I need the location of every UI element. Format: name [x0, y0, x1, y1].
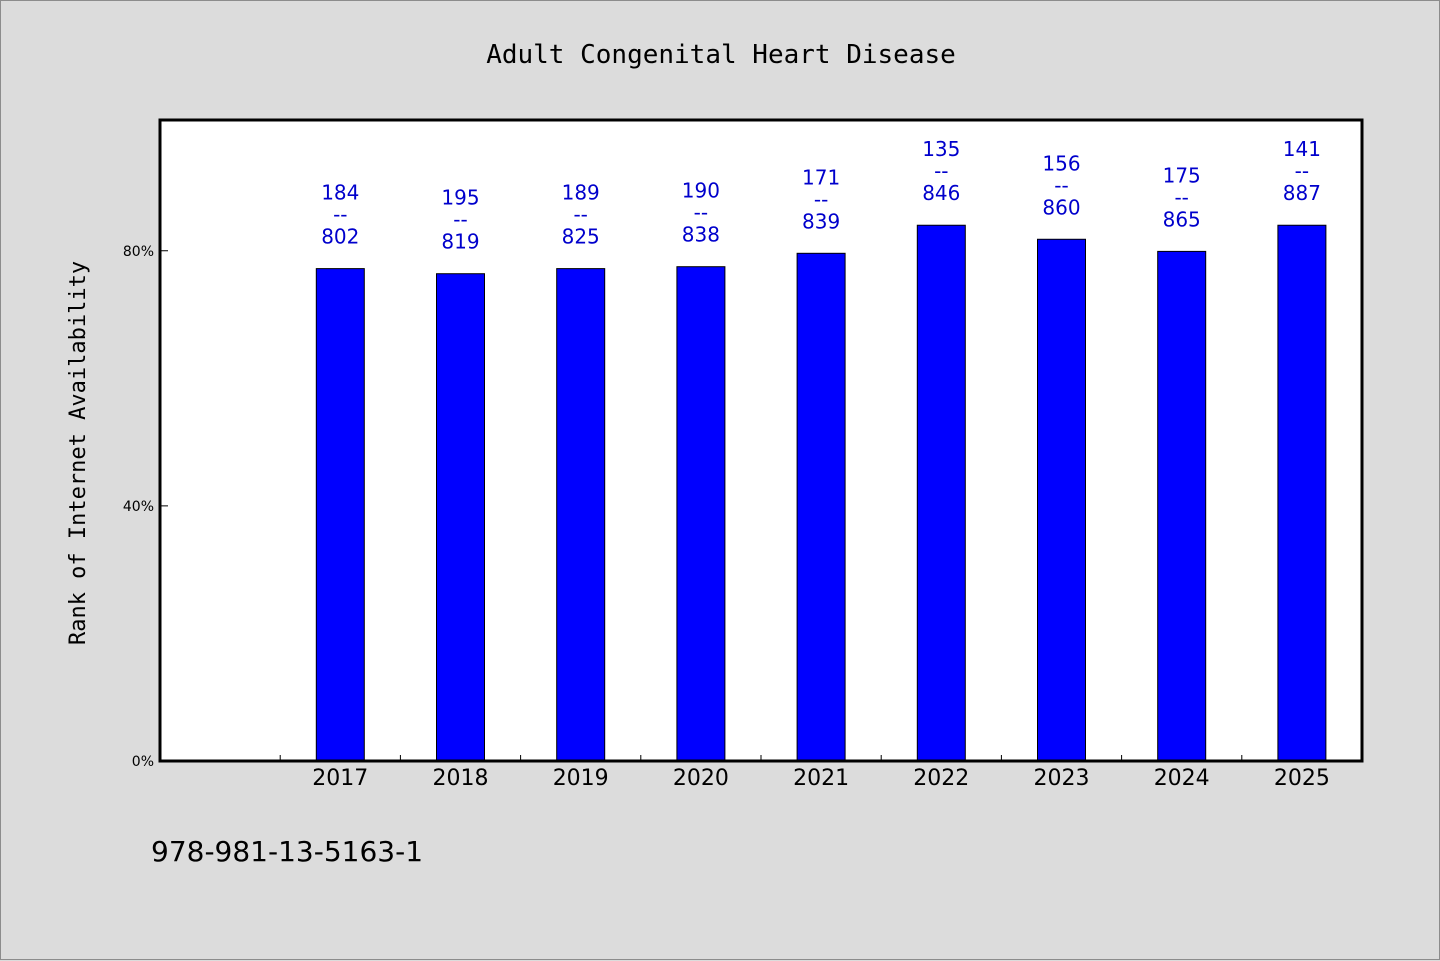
x-tick-label: 2018 [433, 766, 489, 791]
data-label-bottom: 860 [1042, 195, 1080, 219]
bar [1037, 238, 1086, 762]
plot-border [158, 118, 1364, 763]
data-label-bottom: 802 [321, 225, 359, 249]
data-label-separator: -- [1174, 185, 1188, 209]
data-label-separator: -- [1054, 173, 1068, 197]
y-tick-label: 40% [123, 499, 154, 515]
x-tick-label: 2022 [913, 766, 969, 791]
data-label-bottom: 865 [1163, 207, 1201, 231]
x-tick-label: 2020 [673, 766, 729, 791]
data-label-top: 195 [441, 186, 479, 210]
data-label-top: 141 [1283, 137, 1321, 161]
data-label-top: 175 [1163, 163, 1201, 187]
bar [916, 224, 966, 762]
bar [556, 268, 606, 762]
data-label-top: 156 [1042, 151, 1080, 175]
data-label-bottom: 846 [922, 181, 960, 205]
y-tick-label: 0% [132, 754, 154, 770]
x-tick-label: 2023 [1034, 766, 1090, 791]
data-label-separator: -- [814, 187, 828, 211]
bar [315, 268, 365, 762]
x-tick-label: 2019 [553, 766, 609, 791]
y-axis-label: Rank of Internet Availability [66, 261, 91, 645]
data-label-bottom: 825 [562, 225, 600, 249]
data-label-top: 189 [562, 181, 600, 205]
data-label-separator: -- [333, 203, 347, 227]
data-labels-layer: 184--802195--819189--825190--838171--839… [321, 137, 1321, 253]
bar [1157, 250, 1207, 762]
data-label-separator: -- [453, 208, 467, 232]
x-tick-label: 2017 [312, 766, 368, 791]
data-label-bottom: 839 [802, 209, 840, 233]
y-tick-label: 80% [123, 244, 154, 260]
data-label-bottom: 819 [441, 230, 479, 254]
data-label-bottom: 887 [1283, 181, 1321, 205]
bar [676, 266, 726, 762]
data-label-bottom: 838 [682, 223, 720, 247]
data-label-top: 190 [682, 179, 720, 203]
x-tick-label: 2021 [793, 766, 849, 791]
data-label-top: 184 [321, 181, 359, 205]
data-label-top: 171 [802, 165, 840, 189]
bar [1277, 224, 1327, 762]
x-tick-label: 2025 [1274, 766, 1330, 791]
bars-layer [315, 224, 1327, 762]
chart-title: Adult Congenital Heart Disease [486, 40, 956, 70]
data-label-top: 135 [922, 137, 960, 161]
x-tick-label: 2024 [1154, 766, 1210, 791]
data-label-separator: -- [573, 203, 587, 227]
bar [436, 273, 485, 762]
data-label-separator: -- [1295, 159, 1309, 183]
data-label-separator: -- [694, 201, 708, 225]
footer-code: 978-981-13-5163-1 [151, 835, 424, 868]
data-label-separator: -- [934, 159, 948, 183]
bar [796, 252, 846, 762]
axes-layer: 2017 2018 2019 2020 2021 2022 2023 2024 2025 0% 40… [123, 244, 1330, 791]
